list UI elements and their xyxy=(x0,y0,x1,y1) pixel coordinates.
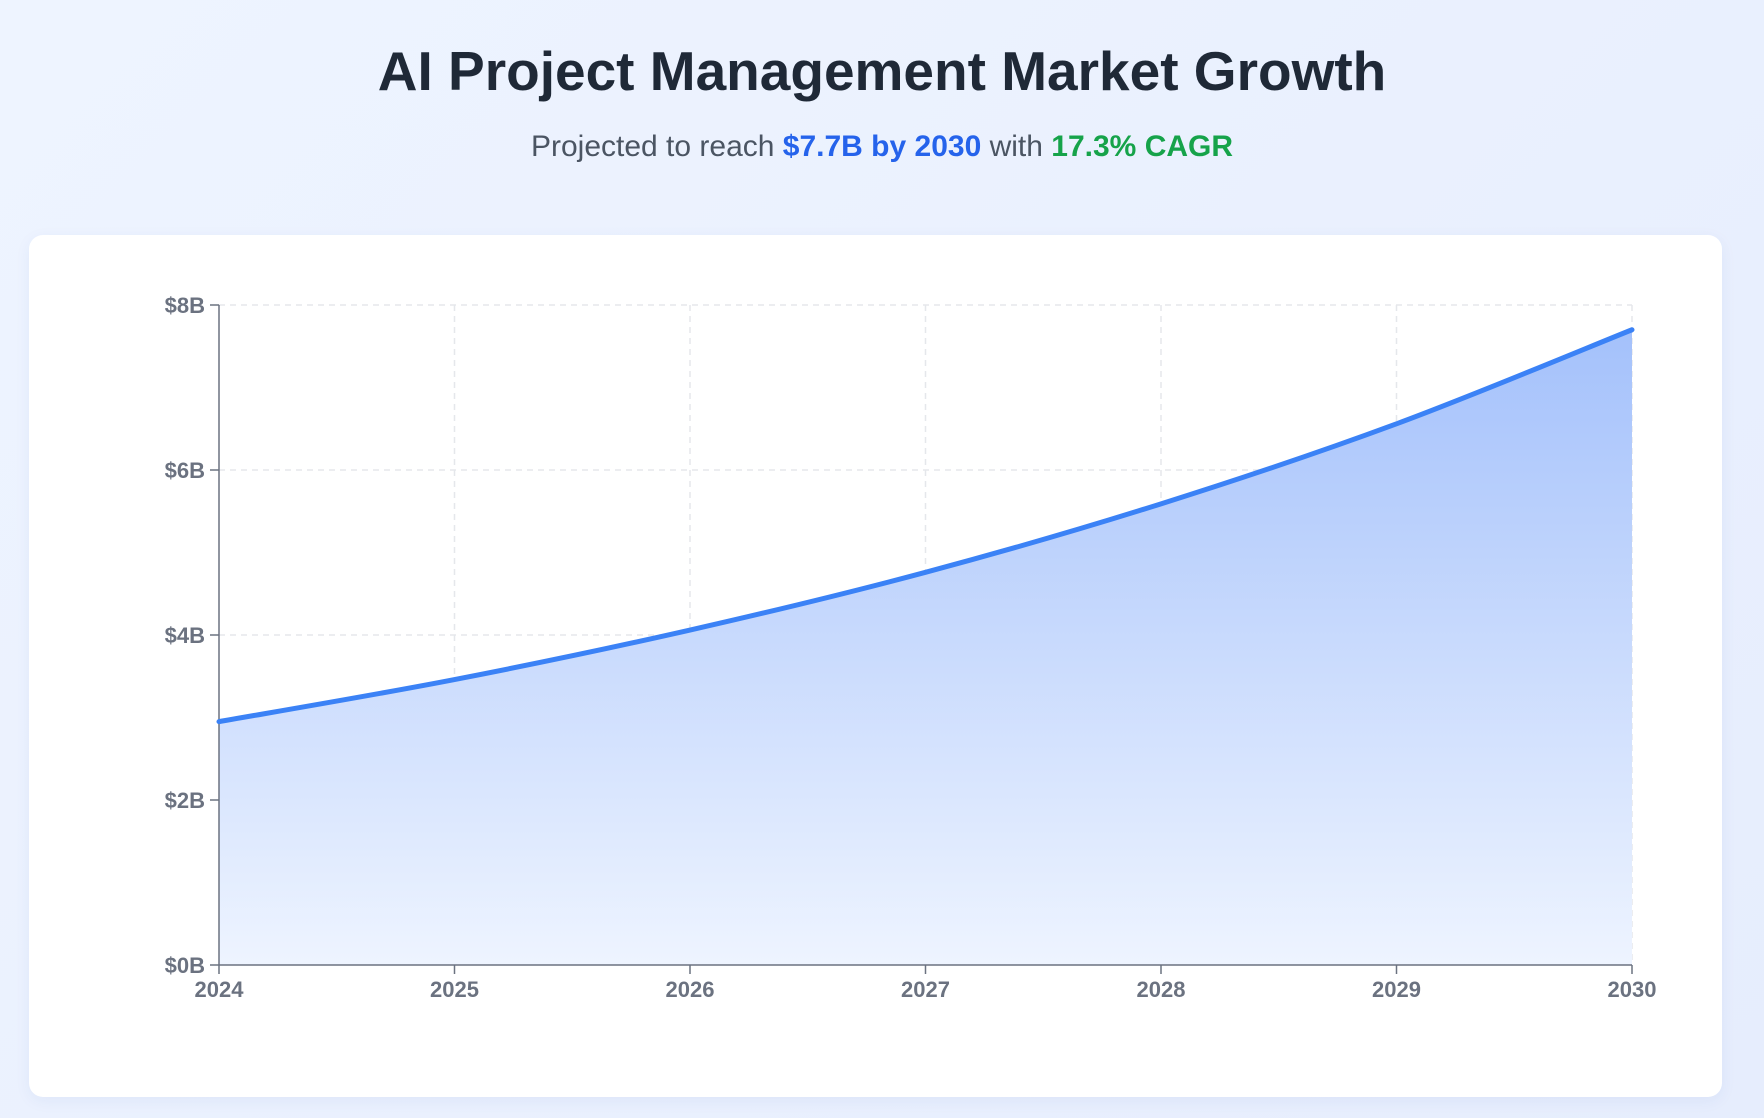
subtitle-cagr: 17.3% CAGR xyxy=(1051,130,1234,163)
data-point xyxy=(217,719,222,724)
x-tick-label: 2027 xyxy=(901,977,950,1002)
y-tick-label: $4B xyxy=(165,623,205,648)
subtitle-middle: with xyxy=(981,130,1052,163)
x-tick-label: 2029 xyxy=(1372,977,1421,1002)
data-point xyxy=(1394,421,1399,426)
x-tick-label: 2025 xyxy=(430,977,479,1002)
y-tick-label: $6B xyxy=(165,458,205,483)
market-size-area xyxy=(219,329,1632,965)
x-tick-label: 2030 xyxy=(1608,977,1657,1002)
data-point xyxy=(1159,501,1164,506)
area-chart: $0B $2B $4B $6B $8B 2024 2025 2026 2027 2028 2029 2… xyxy=(165,293,1657,1002)
data-point xyxy=(452,677,457,682)
x-tick-label: 2026 xyxy=(666,977,715,1002)
data-point xyxy=(1630,327,1635,332)
market-size-line xyxy=(216,327,1635,725)
tick-labels: $0B $2B $4B $6B $8B 2024 2025 2026 2027 2028 2029 2… xyxy=(165,293,1657,1002)
y-tick-label: $0B xyxy=(165,953,205,978)
area-fill-layer xyxy=(219,329,1632,965)
chart-title: AI Project Management Market Growth xyxy=(377,40,1387,102)
chart-card: $0B $2B $4B $6B $8B 2024 2025 2026 2027 2028 2029 2… xyxy=(29,235,1722,1097)
y-tick-label: $8B xyxy=(165,293,205,318)
axes xyxy=(210,304,1633,974)
data-point xyxy=(688,628,693,633)
chart-subtitle: Projected to reach $7.7B by 2030 with 17… xyxy=(0,125,1764,169)
x-tick-label: 2028 xyxy=(1137,977,1186,1002)
series-line-layer xyxy=(216,327,1635,725)
subtitle-projected-value: $7.7B by 2030 xyxy=(782,130,982,163)
y-tick-label: $2B xyxy=(165,788,205,813)
x-tick-label: 2024 xyxy=(195,977,245,1002)
data-point xyxy=(923,570,928,575)
subtitle-prefix: Projected to reach xyxy=(530,130,783,163)
